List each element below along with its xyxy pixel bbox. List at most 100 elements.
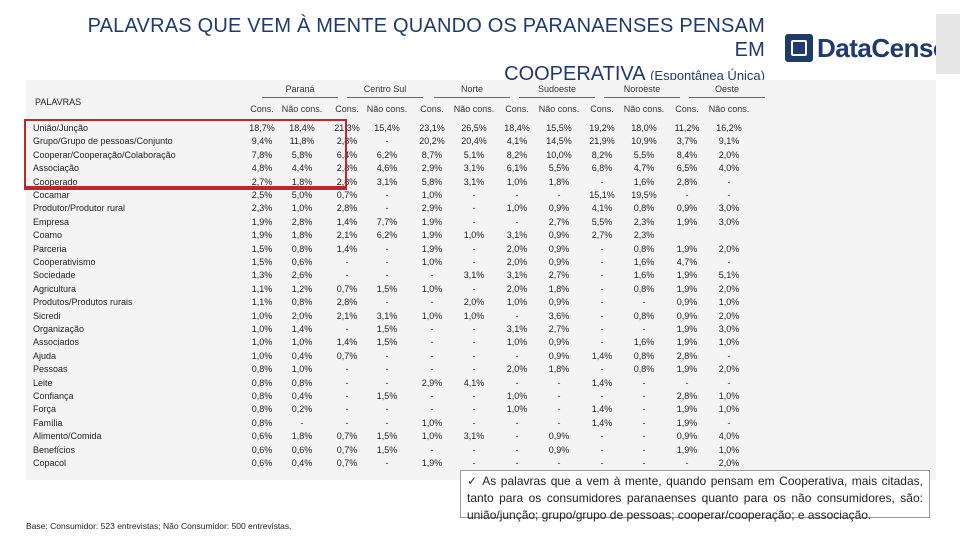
table-cell: -: [600, 337, 604, 348]
table-cell: -: [727, 176, 731, 187]
table-cell: 1,9%: [676, 364, 698, 375]
table-cell: 1,9%: [676, 444, 698, 455]
table-cell: 1,9%: [251, 230, 273, 241]
table-cell: 2,6%: [291, 270, 313, 281]
group-header: Norte: [460, 84, 483, 94]
table-cell: 1,9%: [421, 458, 443, 468]
table-cell: 0,9%: [548, 203, 570, 214]
table-cell: 1,0%: [718, 337, 740, 348]
table-cell: 3,1%: [463, 176, 485, 187]
table-cell: -: [600, 391, 604, 401]
table-cell: -: [515, 417, 519, 428]
table-cell: -: [385, 417, 389, 428]
table-cell: 0,6%: [291, 444, 313, 455]
table-cell: 0,7%: [336, 444, 358, 455]
table-cell: 15,1%: [589, 190, 615, 200]
table-cell: 3,6%: [548, 310, 570, 321]
column-header: Cons.: [250, 104, 274, 114]
table-cell: 1,9%: [676, 216, 698, 227]
table-cell: 3,1%: [463, 431, 485, 442]
table-cell: 9,4%: [251, 136, 273, 147]
table-cell: -: [345, 404, 349, 415]
table-cell: -: [300, 417, 304, 428]
row-label: Sociedade: [33, 270, 76, 281]
table-cell: 0,8%: [291, 243, 313, 254]
table-cell: -: [557, 404, 561, 415]
column-header: Cons.: [420, 104, 444, 114]
table-cell: 1,4%: [591, 350, 613, 361]
table-cell: 0,8%: [633, 350, 655, 361]
table-cell: 1,4%: [336, 337, 358, 348]
table-cell: -: [515, 377, 519, 388]
row-label: Sicredi: [33, 310, 61, 321]
table-cell: 0,4%: [291, 391, 313, 401]
table-cell: -: [345, 324, 349, 334]
column-header: Não cons.: [281, 104, 323, 114]
group-header-line: [689, 97, 765, 98]
table-cell: 1,0%: [421, 310, 443, 321]
table-cell: -: [685, 190, 689, 200]
table-cell: 3,1%: [463, 270, 485, 281]
table-cell: 4,1%: [463, 377, 485, 388]
table-cell: 1,1%: [251, 297, 273, 308]
group-header: Sudoeste: [537, 84, 577, 94]
datacenso-logo-icon: [785, 34, 813, 62]
table-cell: -: [642, 444, 646, 455]
table-cell: -: [385, 243, 389, 254]
table-cell: 1,8%: [291, 431, 313, 442]
table-cell: -: [385, 350, 389, 361]
table-cell: -: [515, 216, 519, 227]
table-cell: -: [642, 297, 646, 308]
table-cell: 1,5%: [376, 324, 398, 334]
table-cell: -: [600, 297, 604, 308]
table-cell: 1,0%: [291, 337, 313, 348]
table-cell: 6,5%: [676, 163, 698, 174]
column-header: Cons.: [335, 104, 359, 114]
table-cell: -: [430, 350, 434, 361]
table-cell: 1,9%: [251, 216, 273, 227]
table-cell: -: [472, 257, 476, 267]
table-cell: 1,0%: [506, 176, 528, 187]
table-cell: -: [345, 417, 349, 428]
table-cell: 2,9%: [421, 163, 443, 174]
table-cell: 1,5%: [376, 431, 398, 442]
table-cell: -: [472, 404, 476, 415]
table-cell: 7,8%: [251, 149, 273, 160]
table-cell: -: [430, 270, 434, 281]
table-cell: -: [685, 377, 689, 388]
table-cell: 21,9%: [589, 136, 615, 147]
highlight-box: [24, 119, 347, 188]
table-cell: -: [642, 458, 646, 468]
table-cell: -: [642, 324, 646, 334]
table-cell: 2,0%: [718, 458, 740, 468]
table-cell: 0,8%: [633, 243, 655, 254]
column-header: Não cons.: [453, 104, 495, 114]
table-cell: -: [515, 431, 519, 442]
title-main: COOPERATIVA: [504, 63, 645, 85]
table-cell: 1,0%: [718, 391, 740, 401]
title-subtitle: (Espontânea Única): [650, 68, 765, 83]
checkmark-icon: ✓: [467, 474, 479, 488]
table-cell: 2,3%: [633, 216, 655, 227]
table-cell: 0,8%: [633, 283, 655, 294]
table-cell: 6,2%: [376, 149, 398, 160]
table-cell: 1,9%: [676, 283, 698, 294]
table-cell: 2,3%: [251, 203, 273, 214]
table-cell: 2,0%: [291, 310, 313, 321]
table-cell: 8,2%: [591, 149, 613, 160]
row-label: Produtor/Produtor rural: [33, 203, 126, 214]
table-cell: -: [600, 243, 604, 254]
table-cell: 15,4%: [374, 123, 400, 133]
table-cell: 2,0%: [718, 364, 740, 375]
table-cell: 0,9%: [548, 243, 570, 254]
table-cell: 2,0%: [506, 257, 528, 267]
table-cell: 0,9%: [548, 230, 570, 241]
table-cell: 1,0%: [421, 417, 443, 428]
table-cell: 2,0%: [506, 243, 528, 254]
table-cell: 10,0%: [546, 149, 572, 160]
group-header-line: [604, 97, 680, 98]
group-header-line: [519, 97, 595, 98]
table-cell: 2,7%: [548, 324, 570, 334]
row-label: Alimento/Comida: [33, 431, 102, 442]
table-cell: 0,8%: [291, 297, 313, 308]
